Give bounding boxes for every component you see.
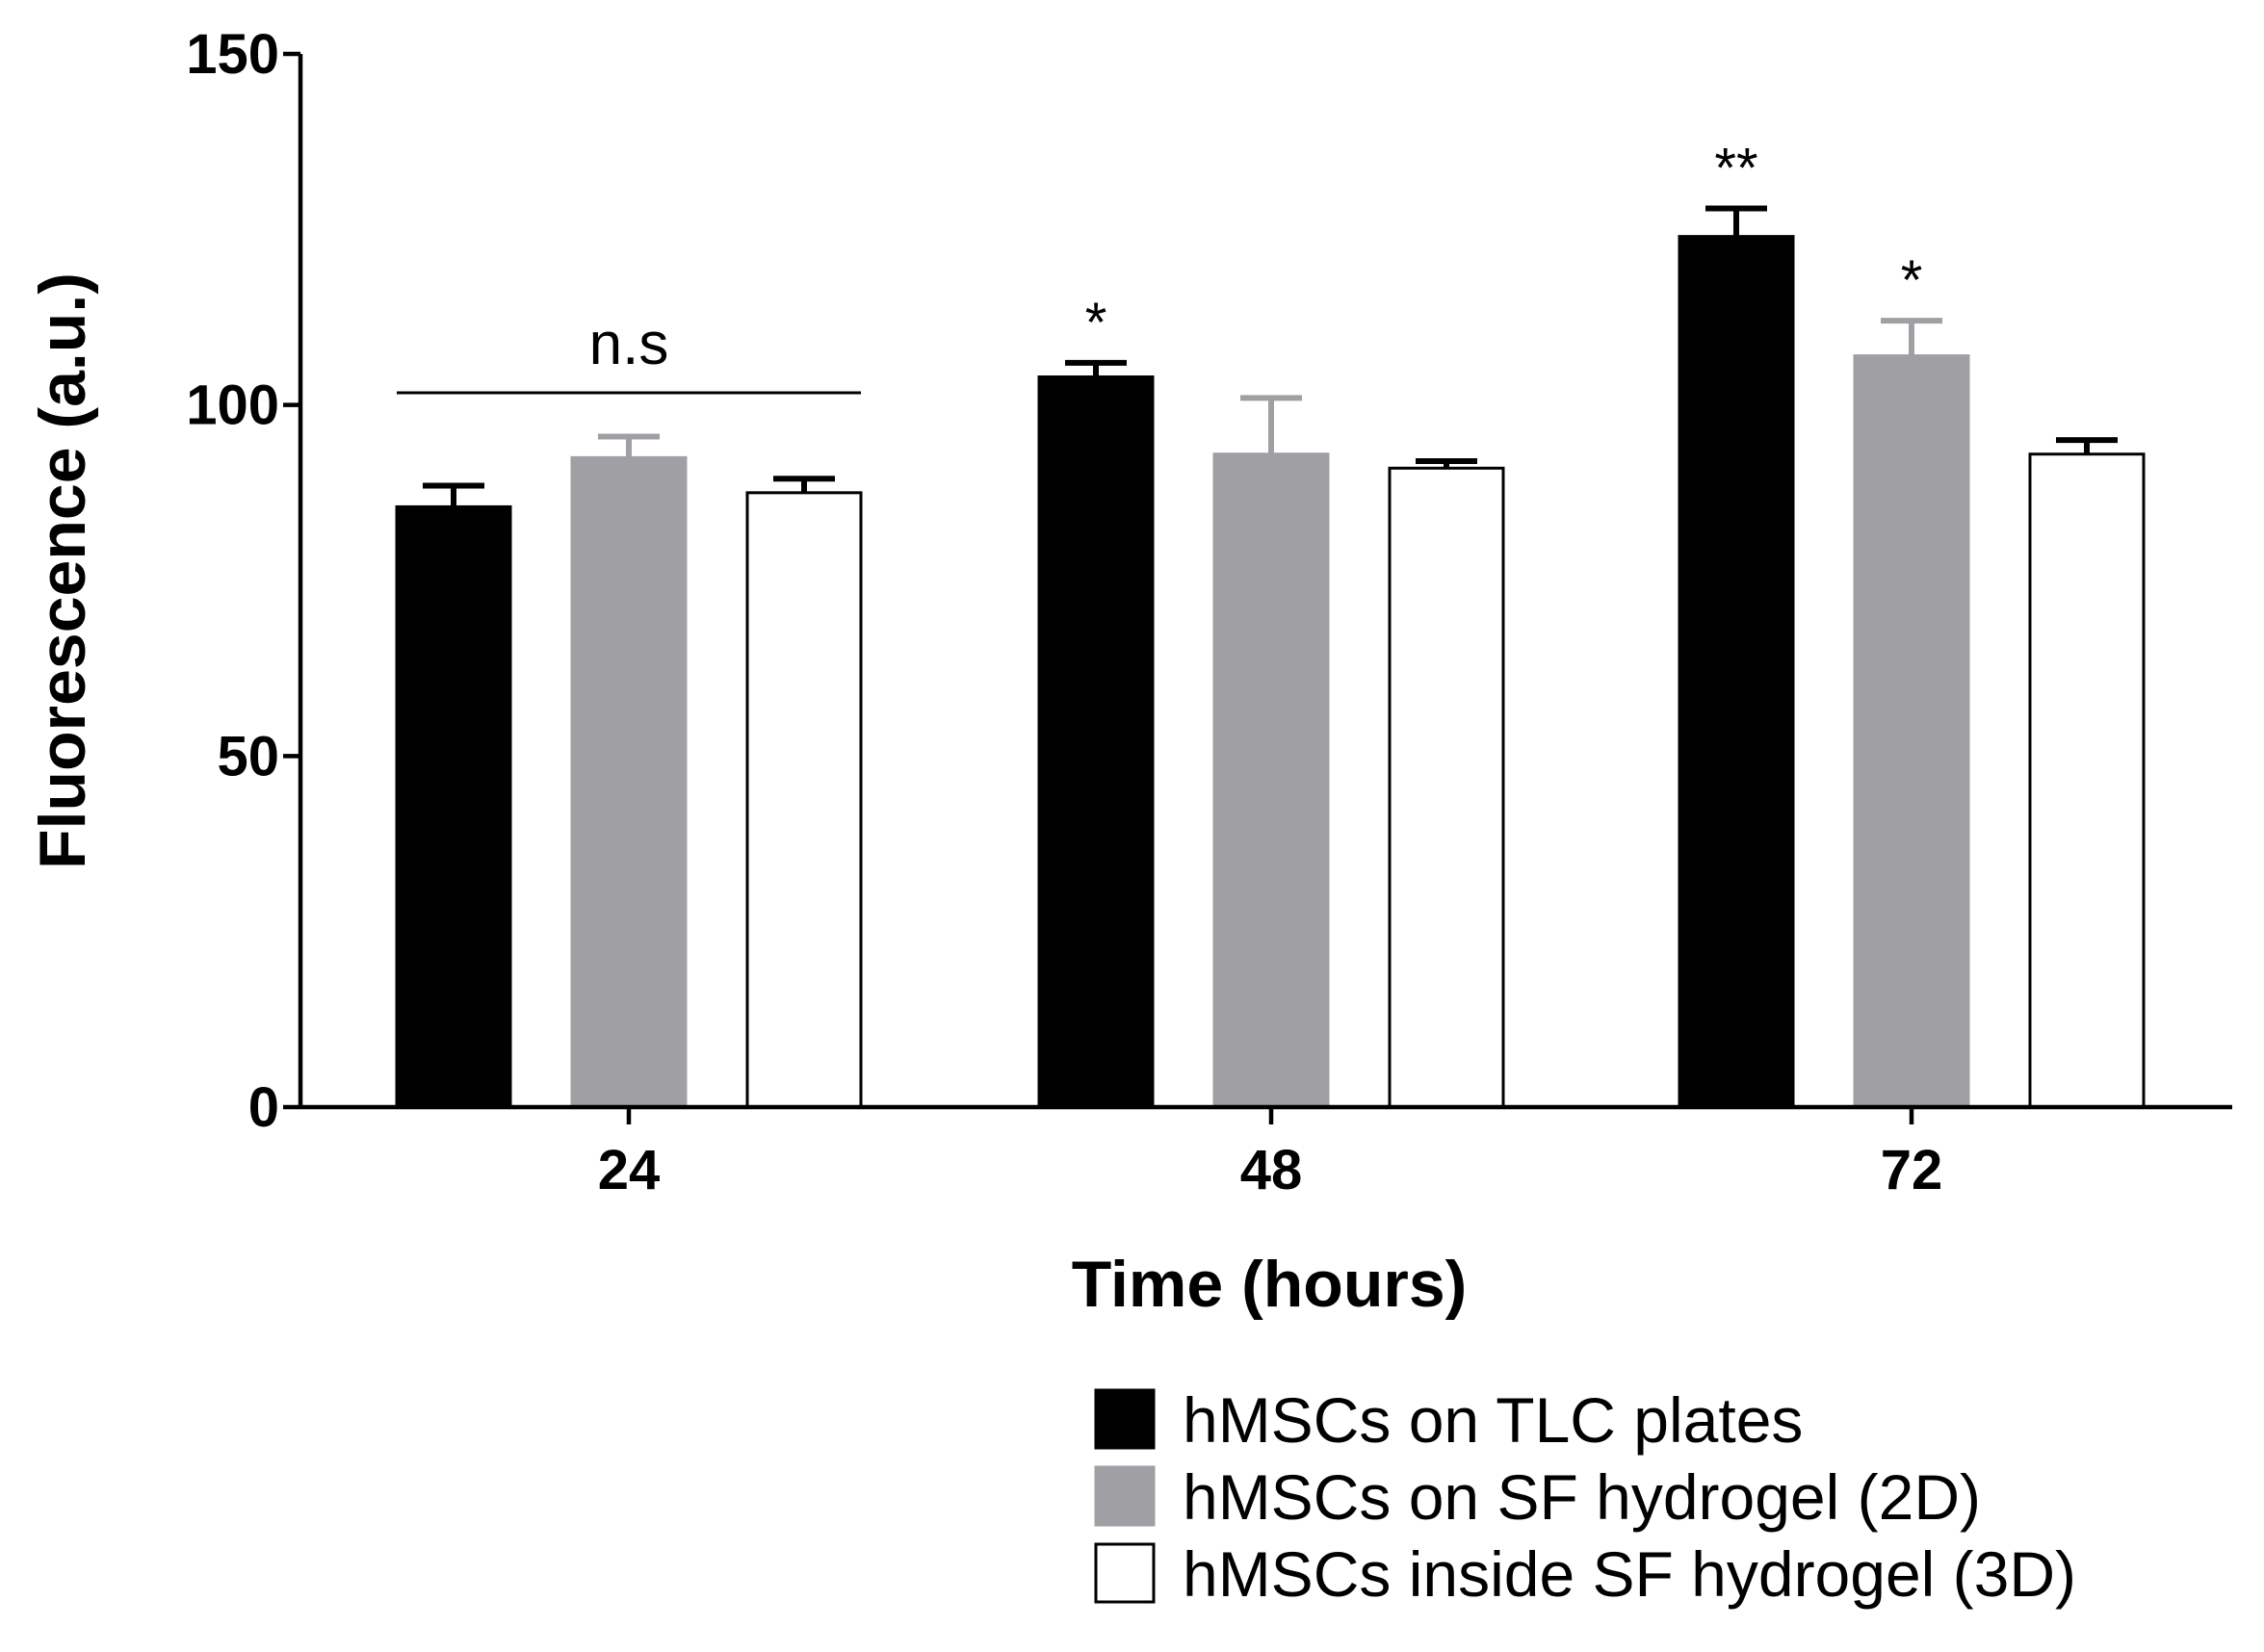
bar: [1212, 452, 1330, 1109]
x-axis-title: Time (hours): [1072, 1248, 1468, 1321]
y-tick-label: 100: [186, 374, 279, 437]
bar: [570, 455, 688, 1109]
bars-layer: [395, 235, 2146, 1109]
bar: [1853, 354, 1970, 1109]
significance-star: **: [1714, 137, 1757, 199]
bar: [1037, 374, 1155, 1109]
significance-annotations: ****n.s: [397, 137, 1923, 395]
bar: [1388, 466, 1505, 1109]
bar: [2028, 452, 2146, 1109]
bar: [395, 504, 512, 1109]
ns-label: n.s: [589, 311, 669, 377]
y-ticks: 0 50 100 150: [186, 23, 300, 1139]
legend-swatch: [1094, 1388, 1156, 1450]
y-axis-title: Fluorescence (a.u.): [26, 272, 99, 869]
x-tick-label: 72: [1881, 1139, 1943, 1201]
legend-swatch: [1094, 1465, 1156, 1527]
legend-label: hMSCs on SF hydrogel (2D): [1183, 1461, 1981, 1533]
bar: [745, 491, 863, 1109]
significance-star: *: [1085, 292, 1107, 354]
y-tick-label: 50: [217, 725, 279, 787]
legend-label: hMSCs on TLC plates: [1183, 1384, 1803, 1456]
x-tick-label: 24: [598, 1139, 661, 1201]
legend-swatch: [1094, 1542, 1156, 1604]
bar: [1678, 235, 1795, 1109]
x-tick-label: 48: [1240, 1139, 1303, 1201]
y-tick-label: 0: [248, 1076, 279, 1139]
legend-label: hMSCs inside SF hydrogel (3D): [1183, 1538, 2076, 1610]
error-bars-layer: [423, 205, 2118, 507]
significance-star: *: [1901, 249, 1923, 312]
x-ticks: 24 48 72: [598, 1107, 1943, 1201]
y-tick-label: 150: [186, 23, 279, 86]
